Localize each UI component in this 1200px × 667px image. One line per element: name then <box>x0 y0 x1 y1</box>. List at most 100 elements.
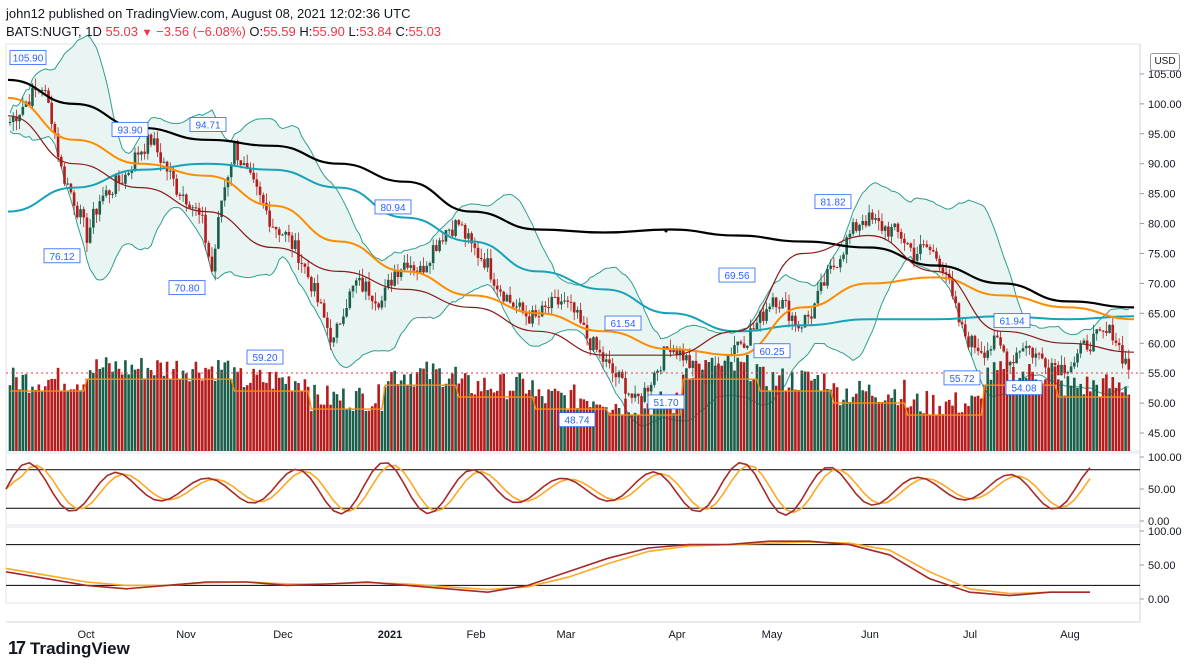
volume-bar <box>40 391 44 451</box>
currency-button[interactable]: USD <box>1150 53 1180 71</box>
last-price: 55.03 <box>105 24 139 39</box>
volume-bar <box>951 405 954 451</box>
candle-body <box>951 278 954 297</box>
candle-body <box>1002 345 1006 352</box>
stoch2-tick-label: 0.00 <box>1148 594 1169 606</box>
candle-body <box>835 267 839 269</box>
candle-body <box>316 282 320 303</box>
volume-bar <box>1085 376 1089 451</box>
candle-body <box>928 246 932 250</box>
candle-body <box>999 337 1002 346</box>
volume-bar <box>681 374 685 451</box>
candle-body <box>784 299 788 301</box>
volume-bar <box>694 364 698 451</box>
volume-bar <box>258 369 262 451</box>
candle-body <box>508 294 512 303</box>
candle-body <box>941 267 945 273</box>
candle-body <box>752 328 756 330</box>
stoch1-tick-label: 50.00 <box>1148 484 1176 496</box>
candle-body <box>967 336 970 348</box>
volume-bar <box>508 390 512 451</box>
candle-body <box>1021 348 1025 352</box>
candle-body <box>425 265 429 273</box>
volume-bar <box>1024 378 1028 451</box>
ma-line-ma200 <box>7 78 1135 309</box>
candle-body <box>582 322 586 325</box>
candle-body <box>290 235 294 249</box>
volume-bar <box>957 412 961 451</box>
volume-bar <box>912 399 916 451</box>
time-axis-label: Apr <box>668 629 685 641</box>
volume-bar <box>919 411 922 451</box>
candle-body <box>643 387 647 402</box>
candle-body <box>1082 340 1086 344</box>
candles <box>8 78 1131 410</box>
volume-bar <box>960 412 964 451</box>
price-tick-label: 100.00 <box>1148 99 1182 111</box>
candle-body <box>640 396 643 402</box>
volume-bar <box>140 357 143 451</box>
symbol-label[interactable]: BATS:NUGT, 1D <box>6 24 102 39</box>
candle-body <box>601 352 605 362</box>
volume-bar <box>1108 388 1111 451</box>
volume-bar <box>338 400 342 451</box>
cursor-dot <box>664 229 668 233</box>
volume-bar <box>637 414 640 451</box>
volume-bar <box>537 389 541 451</box>
volume-bar <box>217 360 220 451</box>
volume-bar <box>316 394 320 451</box>
volume-bar <box>252 368 255 451</box>
candle-body <box>181 194 185 196</box>
low-label: L: <box>348 24 360 39</box>
candle-body <box>704 369 707 384</box>
candle-body <box>1024 345 1028 349</box>
volume-bar <box>451 373 454 451</box>
candle-body <box>819 282 823 291</box>
candle-body <box>1098 329 1102 331</box>
price-tick-label: 105.00 <box>1148 69 1182 81</box>
volume-bar <box>996 370 999 451</box>
volume-bar <box>915 393 919 451</box>
annotation-label: 94.71 <box>195 121 220 132</box>
annotation-label: 48.74 <box>564 416 589 427</box>
volume-bar <box>441 386 445 451</box>
candle-body <box>713 365 717 378</box>
volume-bar <box>457 383 461 451</box>
annotation-label: 61.54 <box>610 319 635 330</box>
low-value: 53.84 <box>359 24 392 39</box>
volume-bar <box>104 357 108 451</box>
candle-body <box>1117 342 1121 346</box>
candle-body <box>473 243 477 248</box>
volume-bar <box>883 400 887 451</box>
volume-bar <box>938 405 941 451</box>
volume-bar <box>688 379 691 451</box>
volume-bar <box>976 395 980 451</box>
volume-bar <box>431 363 435 451</box>
candle-body <box>1121 345 1124 364</box>
volume-bar <box>168 378 172 451</box>
volume-bar <box>665 403 669 451</box>
candle-body <box>944 272 948 274</box>
candle-body <box>1124 358 1127 364</box>
volume-bar <box>746 354 749 451</box>
candle-body <box>380 300 384 308</box>
volume-bar <box>172 369 175 451</box>
candle-body <box>82 209 86 218</box>
volume-bar <box>861 390 865 451</box>
volume-bar <box>297 383 300 451</box>
volume-bar <box>185 373 188 451</box>
annotation-label: 51.70 <box>653 398 678 409</box>
volume-bar <box>1044 379 1047 451</box>
volume-bar <box>765 386 768 451</box>
candle-body <box>85 217 89 243</box>
volume-bar <box>136 368 140 451</box>
volume-bar <box>736 357 739 451</box>
volume-bar <box>845 388 848 451</box>
candle-body <box>899 231 903 239</box>
volume-bar <box>351 410 355 451</box>
candle-body <box>511 302 515 307</box>
footer-brand[interactable]: 17 TradingView <box>8 638 130 659</box>
volume-bar <box>733 370 736 451</box>
volume-bar <box>672 413 675 451</box>
